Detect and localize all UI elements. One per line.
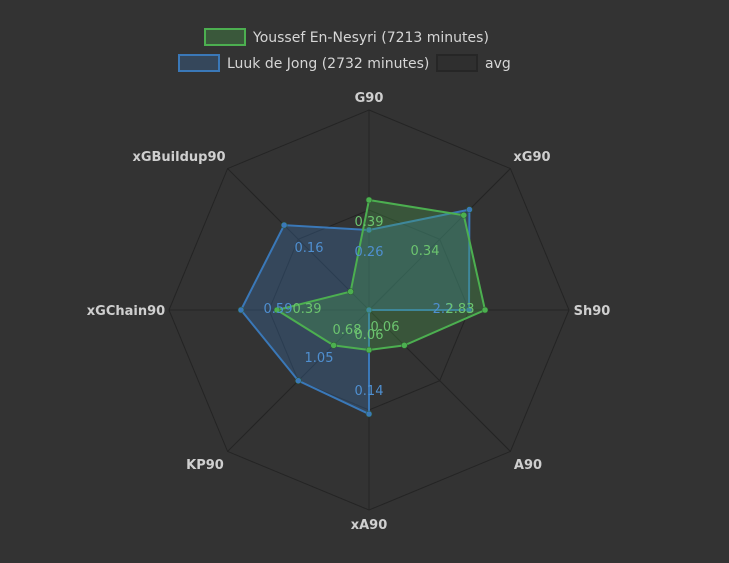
data-point-s1-xgchain90 <box>237 306 245 314</box>
axis-label-xg90: xG90 <box>513 150 550 165</box>
data-label-s0-sh90: 2.83 <box>446 302 475 317</box>
axis-label-xa90: xA90 <box>351 518 388 533</box>
axis-label-sh90: Sh90 <box>574 304 611 319</box>
data-label-s1-xgbuildup90: 0.16 <box>295 241 324 256</box>
data-point-s0-a90 <box>401 342 408 349</box>
data-label-s1-g90: 0.26 <box>355 245 384 260</box>
data-point-s1-a90 <box>365 306 373 314</box>
data-label-s1-xa90: 0.14 <box>355 384 384 399</box>
grid-spoke-xgbuildup90 <box>227 168 370 311</box>
data-point-s1-xgbuildup90 <box>280 221 288 229</box>
data-point-s0-sh90 <box>481 306 489 314</box>
legend-label-0[interactable]: Youssef En-Nesyri (7213 minutes) <box>252 30 489 46</box>
data-label-s0-xgchain90: 0.39 <box>293 302 322 317</box>
data-label-s0-kp90: 0.68 <box>333 323 362 338</box>
axis-label-a90: A90 <box>514 458 542 473</box>
grid-spoke-xg90 <box>368 168 511 311</box>
data-label-s0-xa90: 0.06 <box>371 320 400 335</box>
legend-swatch-2[interactable] <box>436 54 478 72</box>
legend-swatch-0[interactable] <box>204 28 246 46</box>
data-point-s1-sh90 <box>465 306 473 314</box>
data-label-s1-kp90: 1.05 <box>305 351 334 366</box>
axis-label-g90: G90 <box>355 91 384 106</box>
data-point-s1-g90 <box>365 226 373 234</box>
series-layer: 0.262.20.141.050.590.160.390.342.830.060… <box>237 196 489 418</box>
axis-label-xgbuildup90: xGBuildup90 <box>132 150 225 165</box>
axis-labels: G90 xG90 Sh90 A90 xA90 KP90 xGChain90 xGBuildup… <box>87 91 611 533</box>
grid-spoke-a90 <box>368 309 511 452</box>
legend-swatch-1[interactable] <box>178 54 220 72</box>
data-label-s1-xgchain90: 0.59 <box>264 302 293 317</box>
data-label-s1-sh90: 2.2 <box>433 302 454 317</box>
data-point-s1-xa90 <box>365 410 373 418</box>
data-point-s0-xg90 <box>460 211 468 219</box>
data-point-s0-xgbuildup90 <box>347 288 354 295</box>
data-point-s0-xa90 <box>365 346 373 354</box>
data-point-s1-xg90 <box>466 206 473 213</box>
data-label-s0-g90: 0.39 <box>355 215 384 230</box>
data-label-s0-xg90: 0.34 <box>411 244 440 259</box>
data-label-extra-0: 0.06 <box>355 328 384 343</box>
axis-label-xgchain90: xGChain90 <box>87 304 165 319</box>
legend: Youssef En-Nesyri (7213 minutes) Luuk de … <box>178 28 511 72</box>
legend-label-1[interactable]: Luuk de Jong (2732 minutes) <box>227 56 429 72</box>
data-point-s0-xgchain90 <box>273 306 281 314</box>
axis-label-kp90: KP90 <box>186 458 224 473</box>
legend-label-2[interactable]: avg <box>485 56 511 72</box>
data-point-s0-g90 <box>365 196 373 204</box>
data-point-s0-kp90 <box>330 342 337 349</box>
data-point-s1-kp90 <box>295 377 302 384</box>
